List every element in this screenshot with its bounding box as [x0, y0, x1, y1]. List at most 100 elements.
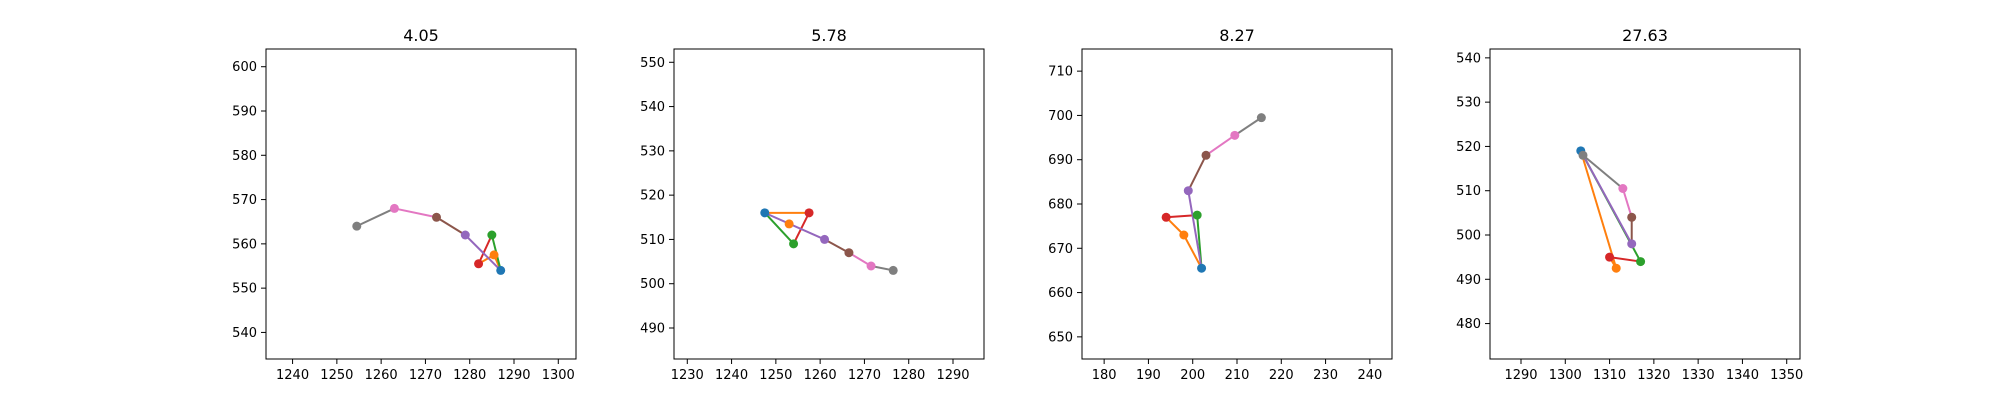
series-line-4: [477, 234, 493, 265]
series-line-5: [464, 234, 502, 272]
data-point-8: [1256, 113, 1266, 123]
series-line-8: [1234, 116, 1262, 137]
data-point-2: [1179, 230, 1189, 240]
data-point-7: [1618, 184, 1628, 193]
y-tick-label: 550: [640, 56, 665, 71]
series-line-4: [764, 211, 825, 241]
chart-title: 27.63: [1622, 26, 1668, 45]
series-line-2: [764, 212, 795, 245]
x-tick-label: 1260: [365, 368, 398, 383]
chart-title: 5.78: [811, 26, 847, 45]
y-tick-label: 540: [640, 100, 665, 115]
series-line-6: [435, 216, 466, 236]
y-tick-label: 540: [1456, 51, 1481, 66]
y-tick-label: 600: [232, 60, 257, 75]
y-tick-label: 490: [640, 322, 665, 337]
series-line-7: [1205, 134, 1236, 157]
data-point-7: [866, 261, 876, 271]
y-tick-label: 520: [640, 189, 665, 204]
x-tick-label: 1290: [936, 368, 969, 383]
data-point-5: [1183, 186, 1193, 196]
data-point-8: [352, 221, 362, 231]
y-tick-label: 500: [640, 277, 665, 292]
x-tick-label: 210: [1225, 368, 1250, 383]
data-point-3: [789, 239, 799, 249]
x-tick-label: 1300: [542, 368, 575, 383]
y-tick-label: 480: [1456, 317, 1481, 332]
x-tick-label: 1320: [1637, 368, 1670, 383]
y-tick-label: 670: [1048, 242, 1073, 257]
data-point-6: [844, 248, 854, 258]
plot-frame: [1489, 48, 1801, 360]
y-tick-label: 690: [1048, 153, 1073, 168]
y-tick-label: 530: [1456, 96, 1481, 111]
chart-title: 4.05: [403, 26, 439, 45]
y-tick-label: 520: [1456, 140, 1481, 155]
x-tick-label: 1270: [848, 368, 881, 383]
chart-title: 8.27: [1219, 26, 1255, 45]
x-tick-label: 180: [1092, 368, 1117, 383]
y-tick-label: 500: [1456, 229, 1481, 244]
x-tick-label: 1250: [320, 368, 353, 383]
x-tick-label: 1240: [276, 368, 309, 383]
y-tick-label: 680: [1048, 198, 1073, 213]
data-point-4: [1605, 252, 1615, 262]
y-tick-label: 560: [232, 237, 257, 252]
x-tick-label: 190: [1136, 368, 1161, 383]
y-tick-label: 650: [1048, 330, 1073, 345]
data-point-2: [1611, 263, 1621, 273]
y-tick-label: 510: [1456, 184, 1481, 199]
y-tick-label: 580: [232, 149, 257, 164]
data-point-1: [760, 208, 770, 218]
x-tick-label: 1290: [497, 368, 530, 383]
data-point-1: [496, 265, 506, 275]
x-tick-label: 1240: [715, 368, 748, 383]
series-line-1: [1182, 234, 1203, 269]
x-tick-label: 220: [1269, 368, 1294, 383]
y-tick-label: 490: [1456, 273, 1481, 288]
series-line-5: [1579, 150, 1633, 245]
series-line-6: [1187, 154, 1207, 192]
series-line-8: [1582, 154, 1624, 190]
x-tick-label: 1230: [671, 368, 704, 383]
x-tick-label: 200: [1180, 368, 1205, 383]
plot-frame: [1081, 48, 1393, 360]
data-point-6: [1627, 212, 1637, 222]
y-tick-label: 510: [640, 233, 665, 248]
chart-panel-3: 8.27 180 190 200 210 220 230 240 650 660 670 680 690…: [1048, 26, 1393, 383]
series-line-5: [824, 238, 850, 254]
x-tick-label: 1290: [1504, 368, 1537, 383]
series-line-5: [1187, 190, 1203, 269]
x-tick-label: 1280: [892, 368, 925, 383]
x-tick-label: 1260: [804, 368, 837, 383]
series-line-8: [356, 207, 395, 228]
data-point-7: [1230, 130, 1240, 140]
data-point-5: [1627, 239, 1637, 249]
data-point-6: [1201, 150, 1211, 160]
x-tick-label: 1310: [1593, 368, 1626, 383]
x-tick-label: 1270: [409, 368, 442, 383]
x-tick-label: 1300: [1549, 368, 1582, 383]
data-point-3: [1636, 257, 1646, 267]
data-point-6: [432, 212, 441, 222]
y-tick-label: 570: [232, 193, 257, 208]
data-point-4: [474, 259, 484, 269]
chart-panel-2: 5.78 1230 1240 1250 1260 1270 1280 1290 490 500 51…: [640, 26, 985, 383]
x-tick-label: 1350: [1770, 368, 1803, 383]
series-line-1: [1579, 150, 1618, 269]
x-tick-label: 1330: [1682, 368, 1715, 383]
data-point-5: [460, 230, 470, 240]
x-tick-label: 1280: [453, 368, 486, 383]
data-point-1: [1197, 263, 1207, 273]
data-point-3: [1192, 210, 1202, 220]
data-point-8: [888, 265, 898, 275]
data-point-2: [784, 219, 794, 229]
data-point-2: [489, 250, 499, 260]
y-tick-label: 550: [232, 282, 257, 297]
x-tick-label: 1250: [759, 368, 792, 383]
data-point-8: [1578, 150, 1588, 160]
data-point-3: [487, 230, 497, 240]
chart-panel-4: 27.63 1290 1300 1310 1320 1330 1340 1350 480 490 5…: [1456, 26, 1803, 383]
y-tick-label: 710: [1048, 65, 1073, 80]
